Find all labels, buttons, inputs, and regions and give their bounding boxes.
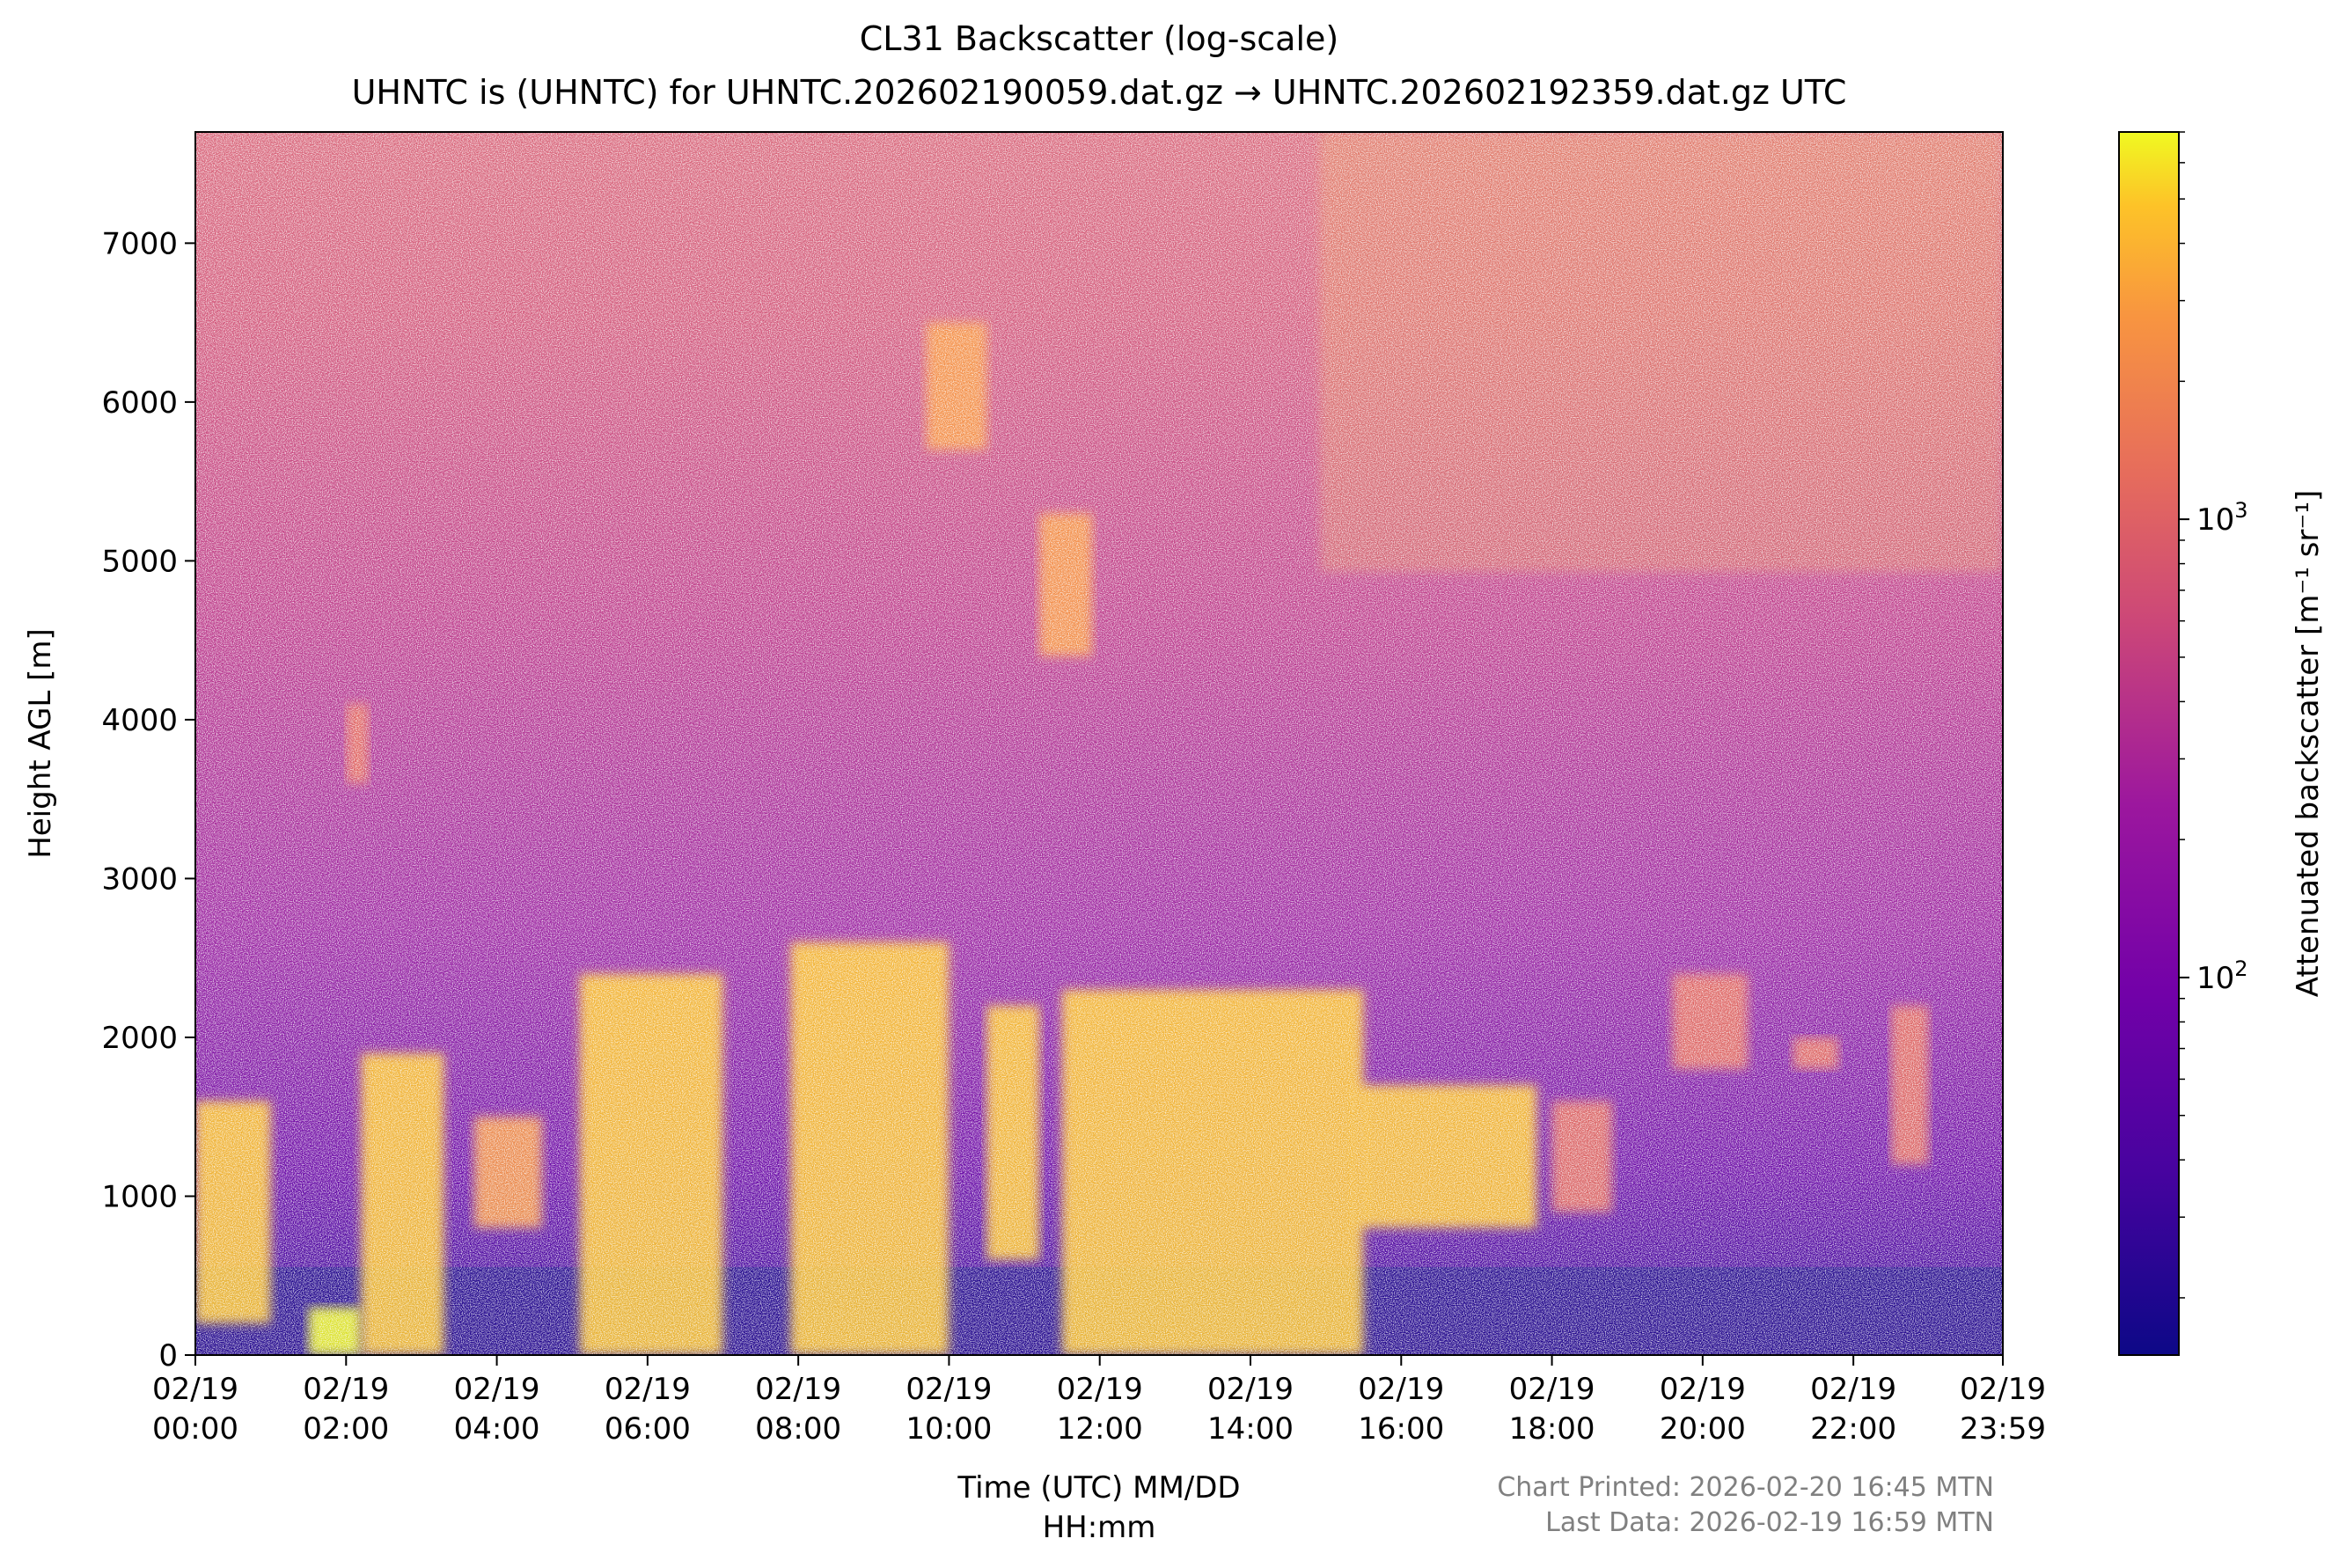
y-tick-label: 4000: [101, 703, 178, 738]
colorbar-tick-label: 102: [2196, 956, 2248, 996]
colorbar-label: Attenuated backscatter [m⁻¹ sr⁻¹]: [2291, 490, 2326, 998]
x-axis-label-line1: Time (UTC) MM/DD: [957, 1470, 1240, 1506]
x-tick-date: 02/19: [303, 1372, 389, 1407]
x-tick-date: 02/19: [755, 1372, 841, 1407]
y-tick-label: 6000: [101, 385, 178, 421]
x-tick-time: 20:00: [1660, 1411, 1746, 1447]
plot-area: [195, 132, 2003, 1355]
x-tick-time: 08:00: [755, 1411, 841, 1447]
x-tick-date: 02/19: [1660, 1372, 1746, 1407]
y-tick-label: 1000: [101, 1179, 178, 1214]
x-tick-time: 14:00: [1207, 1411, 1294, 1447]
chart-printed-note: Chart Printed: 2026-02-20 16:45 MTN: [1497, 1472, 1994, 1503]
chart-subtitle: UHNTC is (UHNTC) for UHNTC.202602190059.…: [352, 73, 1847, 112]
x-tick-date: 02/19: [152, 1372, 238, 1407]
x-tick-date: 02/19: [1207, 1372, 1294, 1407]
x-tick-time: 23:59: [1960, 1411, 2046, 1447]
colorbar: [2118, 131, 2180, 1356]
chart-title: CL31 Backscatter (log-scale): [860, 19, 1338, 58]
x-tick-time: 02:00: [303, 1411, 389, 1447]
y-tick-label: 2000: [101, 1021, 178, 1056]
last-data-note: Last Data: 2026-02-19 16:59 MTN: [1545, 1507, 1994, 1538]
noise-speckle: [195, 132, 2003, 1355]
x-tick-date: 02/19: [906, 1372, 992, 1407]
x-tick-date: 02/19: [1509, 1372, 1595, 1407]
colorbar-ticks: 102 103: [2179, 131, 2248, 1299]
x-tick-time: 22:00: [1810, 1411, 1896, 1447]
x-tick-time: 06:00: [605, 1411, 691, 1447]
x-axis-ticks: 02/19 00:00 02/19 02:00 02/19 04:00 02/19 06:00…: [152, 1355, 2046, 1447]
y-tick-label: 5000: [101, 544, 178, 579]
x-tick-date: 02/19: [1810, 1372, 1896, 1407]
x-tick-time: 00:00: [152, 1411, 238, 1447]
y-tick-label: 3000: [101, 861, 178, 897]
y-axis-ticks: 0 1000 2000 3000 4000 5000 6000 7000: [101, 226, 195, 1374]
x-tick-time: 10:00: [906, 1411, 992, 1447]
x-tick-date: 02/19: [1358, 1372, 1444, 1407]
x-axis-label-line2: HH:mm: [1043, 1510, 1156, 1545]
y-tick-label: 7000: [101, 226, 178, 261]
x-tick-date: 02/19: [454, 1372, 540, 1407]
y-axis-label: Height AGL [m]: [23, 628, 58, 859]
x-tick-time: 18:00: [1509, 1411, 1595, 1447]
y-tick-label: 0: [158, 1338, 178, 1374]
x-tick-date: 02/19: [605, 1372, 691, 1407]
x-tick-time: 16:00: [1358, 1411, 1444, 1447]
x-tick-date: 02/19: [1960, 1372, 2046, 1407]
x-tick-date: 02/19: [1057, 1372, 1143, 1407]
colorbar-tick-label: 103: [2196, 498, 2248, 538]
x-tick-time: 12:00: [1057, 1411, 1143, 1447]
x-tick-time: 04:00: [454, 1411, 540, 1447]
